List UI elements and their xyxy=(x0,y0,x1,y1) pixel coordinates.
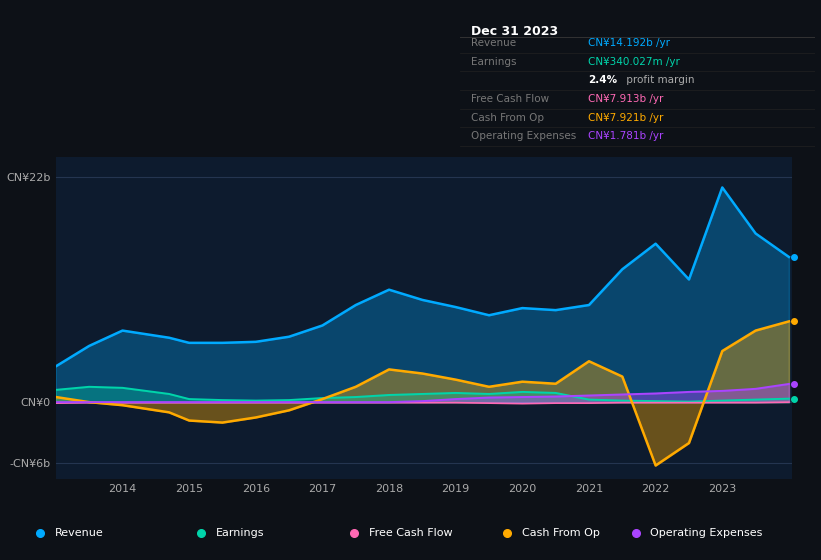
Text: Free Cash Flow: Free Cash Flow xyxy=(369,529,452,538)
Text: Dec 31 2023: Dec 31 2023 xyxy=(470,25,557,38)
Text: Earnings: Earnings xyxy=(470,57,516,67)
Text: Free Cash Flow: Free Cash Flow xyxy=(470,94,548,104)
Text: Revenue: Revenue xyxy=(55,529,103,538)
Text: Operating Expenses: Operating Expenses xyxy=(650,529,763,538)
Text: CN¥7.913b /yr: CN¥7.913b /yr xyxy=(588,94,663,104)
Text: CN¥1.781b /yr: CN¥1.781b /yr xyxy=(588,132,663,141)
Text: profit margin: profit margin xyxy=(623,76,695,85)
Text: CN¥7.921b /yr: CN¥7.921b /yr xyxy=(588,113,663,123)
Text: 2.4%: 2.4% xyxy=(588,76,617,85)
Text: CN¥14.192b /yr: CN¥14.192b /yr xyxy=(588,38,670,48)
Text: Operating Expenses: Operating Expenses xyxy=(470,132,576,141)
Text: Revenue: Revenue xyxy=(470,38,516,48)
Text: Earnings: Earnings xyxy=(216,529,264,538)
Text: CN¥340.027m /yr: CN¥340.027m /yr xyxy=(588,57,680,67)
Text: Cash From Op: Cash From Op xyxy=(521,529,599,538)
Text: Cash From Op: Cash From Op xyxy=(470,113,544,123)
